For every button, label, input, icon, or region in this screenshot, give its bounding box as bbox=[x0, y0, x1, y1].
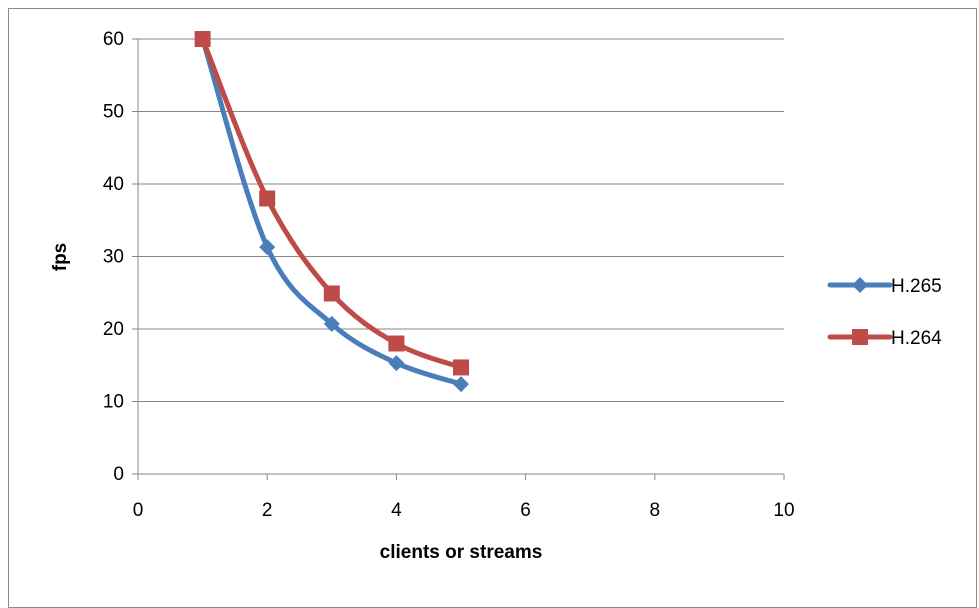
data-point bbox=[259, 190, 276, 207]
x-tick-label: 4 bbox=[391, 500, 402, 521]
y-tick-label: 20 bbox=[103, 319, 124, 340]
legend-label: H.265 bbox=[891, 276, 942, 297]
legend-item: H.265 bbox=[827, 276, 942, 297]
data-point bbox=[323, 315, 340, 332]
data-point bbox=[453, 376, 469, 393]
y-tick-label: 50 bbox=[103, 102, 124, 123]
x-tick-label: 10 bbox=[773, 500, 794, 521]
y-tick-label: 40 bbox=[103, 174, 124, 195]
data-point bbox=[388, 335, 405, 352]
series-line bbox=[200, 36, 464, 370]
x-tick-label: 0 bbox=[133, 500, 144, 521]
x-tick-label: 8 bbox=[650, 500, 661, 521]
line-chart: 0 10 20 30 40 50 60 0 2 4 6 8 10 H.265 H.264 clients … bbox=[50, 29, 942, 563]
y-tick-label: 60 bbox=[103, 29, 124, 50]
y-tick-label: 0 bbox=[113, 464, 124, 485]
data-point bbox=[453, 359, 469, 376]
legend-marker bbox=[852, 277, 868, 293]
legend: H.265 H.264 bbox=[827, 276, 942, 349]
chart-frame bbox=[8, 8, 977, 608]
grid-lines bbox=[138, 38, 784, 402]
legend-item: H.264 bbox=[827, 328, 942, 349]
y-tick-label: 30 bbox=[103, 247, 124, 268]
data-point bbox=[388, 355, 405, 372]
series-1 bbox=[194, 31, 469, 393]
x-tick-label: 2 bbox=[262, 500, 273, 521]
series-2 bbox=[194, 31, 469, 376]
legend-label: H.264 bbox=[891, 328, 942, 349]
y-tick-label: 10 bbox=[103, 392, 124, 413]
x-tick-label: 6 bbox=[520, 500, 531, 521]
x-axis-title: clients or streams bbox=[380, 542, 543, 563]
data-point bbox=[194, 31, 211, 47]
legend-marker bbox=[852, 329, 868, 345]
axes: 0 10 20 30 40 50 60 0 2 4 6 8 10 bbox=[103, 29, 795, 521]
data-point bbox=[259, 239, 276, 256]
y-axis-title: fps bbox=[50, 243, 71, 272]
series-group bbox=[194, 31, 469, 393]
data-point bbox=[323, 285, 340, 302]
series-line bbox=[200, 36, 464, 387]
